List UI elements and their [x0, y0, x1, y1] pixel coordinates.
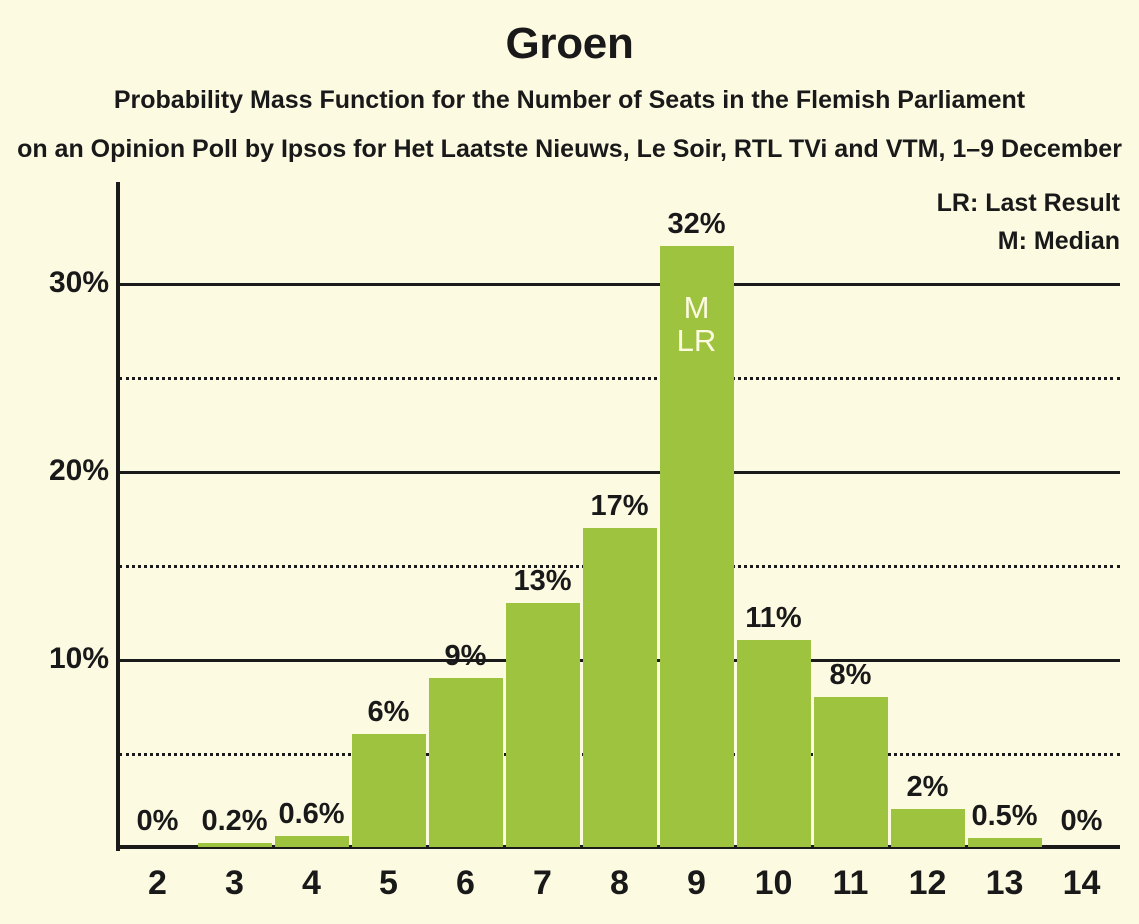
x-tick-label-10: 10 — [754, 864, 793, 902]
bar-value-label-10: 11% — [745, 602, 802, 635]
bar-seats-5[interactable] — [351, 734, 426, 847]
gridline-major-20 — [119, 471, 1120, 475]
bar-value-label-9: 32% — [667, 207, 726, 240]
gridline-major-30 — [119, 283, 1120, 287]
plot-area: 0% 0.2% 0.6% 6% 9% 13% 17% 32% M LR 11% 8% 2% 0.5% 0% — [119, 182, 1120, 847]
bar-seats-13[interactable] — [967, 837, 1042, 847]
chart-title: Groen — [505, 19, 634, 68]
x-tick-label-14: 14 — [1062, 864, 1101, 902]
x-tick-label-7: 7 — [533, 864, 552, 902]
bar-value-label-8: 17% — [590, 489, 649, 522]
x-tick-label-6: 6 — [456, 864, 475, 902]
chart-legend: LR: Last Result M: Median — [937, 184, 1120, 260]
x-tick-label-5: 5 — [379, 864, 398, 902]
bar-value-label-12: 2% — [906, 771, 949, 804]
legend-item-median: M: Median — [997, 227, 1120, 255]
chart-subtitle-line-1: Probability Mass Function for the Number… — [113, 86, 1026, 114]
bar-seats-10[interactable] — [736, 640, 811, 847]
x-tick-label-2: 2 — [148, 864, 167, 902]
bar-value-label-7: 13% — [513, 564, 572, 597]
y-tick-label-30%: 30% — [48, 266, 109, 300]
bar-value-label-4: 0.6% — [278, 797, 345, 830]
bar-seats-7[interactable] — [505, 602, 580, 847]
bar-seats-8[interactable] — [582, 527, 657, 847]
gridline-minor-25 — [119, 377, 1120, 381]
x-tick-label-9: 9 — [687, 864, 706, 902]
chart-subtitle-line-2: on an Opinion Poll by Ipsos for Het Laat… — [17, 135, 1122, 163]
bar-seats-11[interactable] — [813, 696, 888, 847]
x-tick-label-11: 11 — [832, 864, 869, 902]
x-tick-label-4: 4 — [302, 864, 321, 902]
legend-item-last-result: LR: Last Result — [936, 189, 1120, 217]
x-tick-label-3: 3 — [225, 864, 244, 902]
bar-value-label-6: 9% — [444, 639, 487, 672]
bar-value-label-5: 6% — [367, 696, 410, 729]
bar-annotation-9: M LR — [676, 289, 717, 359]
y-tick-label-10%: 10% — [48, 642, 109, 676]
x-tick-label-12: 12 — [908, 864, 947, 902]
y-tick-label-20%: 20% — [48, 454, 109, 488]
bar-value-label-3: 0.2% — [201, 805, 268, 837]
bar-seats-12[interactable] — [890, 809, 965, 847]
bar-seats-4[interactable] — [274, 835, 349, 847]
x-tick-label-8: 8 — [610, 864, 629, 902]
bar-value-label-11: 8% — [829, 658, 872, 691]
bar-seats-3[interactable] — [197, 843, 272, 847]
x-tick-label-13: 13 — [985, 864, 1024, 902]
x-axis-line — [116, 845, 1120, 849]
bar-value-label-2: 0% — [136, 805, 179, 837]
bar-seats-9[interactable] — [659, 245, 734, 847]
bar-seats-6[interactable] — [428, 677, 503, 847]
y-axis-line — [116, 182, 120, 851]
bar-value-label-13: 0.5% — [971, 799, 1038, 832]
bar-value-label-14: 0% — [1060, 805, 1103, 837]
